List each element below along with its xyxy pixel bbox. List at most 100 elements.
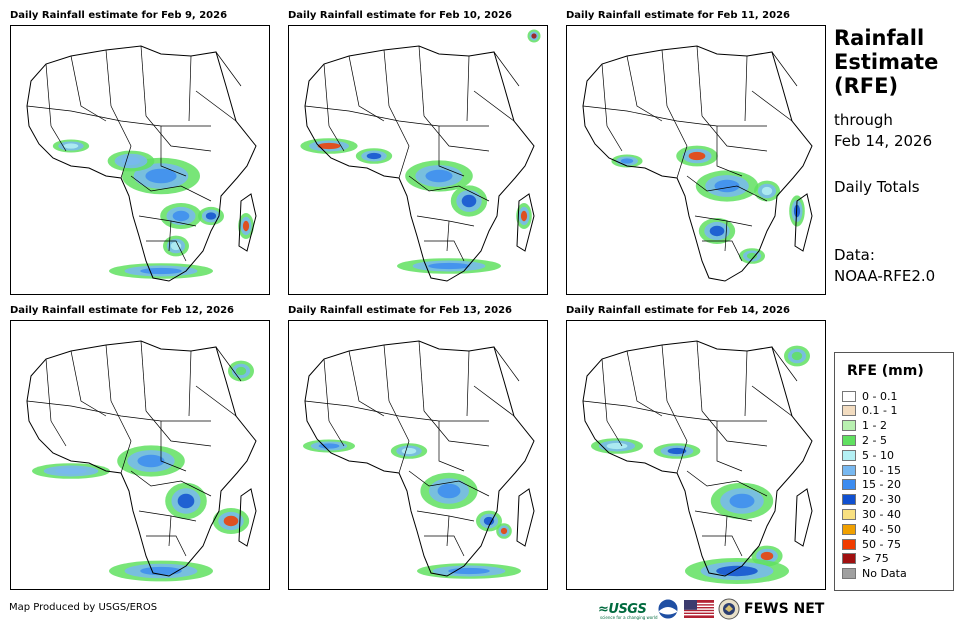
country-border xyxy=(304,400,489,422)
country-border xyxy=(473,90,515,122)
legend-label: 50 - 75 xyxy=(862,537,901,551)
data-label: Data: xyxy=(834,246,875,264)
rainfall-patch xyxy=(531,33,537,39)
country-border xyxy=(424,535,465,557)
country-border xyxy=(582,105,767,127)
rainfall-patch xyxy=(172,210,190,222)
country-border xyxy=(601,358,608,422)
rainfall-patch xyxy=(242,220,250,232)
legend-swatch xyxy=(842,538,856,550)
country-border xyxy=(606,125,623,152)
rainfall-patch xyxy=(483,516,495,526)
panel-title: Daily Rainfall estimate for Feb 11, 2026 xyxy=(566,10,790,21)
rainfall-patch xyxy=(140,267,182,275)
legend-label: 40 - 50 xyxy=(862,522,901,536)
title-line: Estimate xyxy=(834,50,939,74)
rainfall-patch xyxy=(448,567,490,575)
rainfall-patch xyxy=(145,168,177,184)
legend-swatch xyxy=(842,553,856,565)
legend-label: No Data xyxy=(862,567,907,581)
legend-item: 2 - 5 xyxy=(842,433,887,447)
country-border xyxy=(130,470,212,497)
country-border xyxy=(423,115,490,152)
rainfall-patch xyxy=(317,142,341,150)
rainfall-patch xyxy=(606,442,628,450)
country-border xyxy=(215,346,242,382)
rainfall-patch xyxy=(170,241,182,251)
legend-item: 10 - 15 xyxy=(842,463,901,477)
country-border xyxy=(744,55,748,122)
rainfall-patch xyxy=(428,262,470,270)
madagascar-outline xyxy=(238,193,257,252)
rainfall-patch xyxy=(437,483,461,499)
country-border xyxy=(751,90,793,122)
rainfall-map xyxy=(566,320,826,590)
legend-swatch xyxy=(842,390,856,402)
country-border xyxy=(696,45,703,117)
usgs-tagline: science for a changing world xyxy=(600,615,658,620)
credit-text: Map Produced by USGS/EROS xyxy=(9,602,158,613)
country-border xyxy=(438,421,465,472)
country-border xyxy=(45,63,52,127)
through-label: through xyxy=(834,111,893,129)
panel-title: Daily Rainfall estimate for Feb 10, 2026 xyxy=(288,10,512,21)
country-border xyxy=(701,115,768,152)
country-border xyxy=(50,125,67,152)
country-border xyxy=(195,90,237,122)
rainfall-patch xyxy=(223,515,239,527)
rainfall-patch xyxy=(791,351,803,361)
africa-map-svg xyxy=(582,340,813,584)
country-border xyxy=(466,350,470,417)
logo-strip: ≈USGS science for a changing world FEWS … xyxy=(598,598,824,620)
legend-swatch xyxy=(842,464,856,476)
country-border xyxy=(188,55,192,122)
legend-item: > 75 xyxy=(842,552,889,566)
legend-item: 30 - 40 xyxy=(842,507,901,521)
legend-swatch xyxy=(842,420,856,432)
rainfall-patch xyxy=(714,179,740,193)
legend-item: 0 - 0.1 xyxy=(842,389,897,403)
coastline xyxy=(26,45,257,282)
country-border xyxy=(105,344,112,402)
country-border xyxy=(50,420,67,447)
country-border xyxy=(145,115,212,152)
sidebar-title: Rainfall Estimate (RFE) xyxy=(834,26,938,98)
rainfall-patch xyxy=(620,158,634,164)
country-border xyxy=(105,49,112,107)
daily-totals-label: Daily Totals xyxy=(834,178,920,196)
legend-label: 10 - 15 xyxy=(862,463,901,477)
legend-item: 5 - 10 xyxy=(842,448,894,462)
country-border xyxy=(26,400,211,422)
country-border xyxy=(666,105,688,179)
country-border xyxy=(716,126,743,177)
country-border xyxy=(168,220,172,252)
fews-net-logo: FEWS NET xyxy=(744,601,825,617)
coastline xyxy=(582,45,813,282)
legend-label: > 75 xyxy=(862,552,889,566)
country-border xyxy=(424,240,465,262)
legend-label: 15 - 20 xyxy=(862,478,901,492)
legend-swatch xyxy=(842,494,856,506)
country-border xyxy=(110,105,132,179)
title-line: (RFE) xyxy=(834,74,899,98)
country-border xyxy=(661,344,668,402)
country-border xyxy=(696,340,703,412)
country-border xyxy=(666,400,688,474)
rainfall-map xyxy=(566,25,826,295)
legend-item: 40 - 50 xyxy=(842,522,901,536)
rainfall-patch xyxy=(235,366,247,376)
country-border xyxy=(323,63,330,127)
rainfall-map xyxy=(288,25,548,295)
country-border xyxy=(328,420,345,447)
rainfall-patch xyxy=(709,225,725,237)
country-border xyxy=(771,346,798,382)
panel-title: Daily Rainfall estimate for Feb 12, 2026 xyxy=(10,305,234,316)
rainfall-patch xyxy=(667,447,687,455)
coastline xyxy=(582,340,813,577)
country-border xyxy=(160,126,187,177)
rainfall-map xyxy=(288,320,548,590)
country-border xyxy=(418,340,425,412)
country-border xyxy=(323,358,330,422)
country-border xyxy=(110,400,132,474)
